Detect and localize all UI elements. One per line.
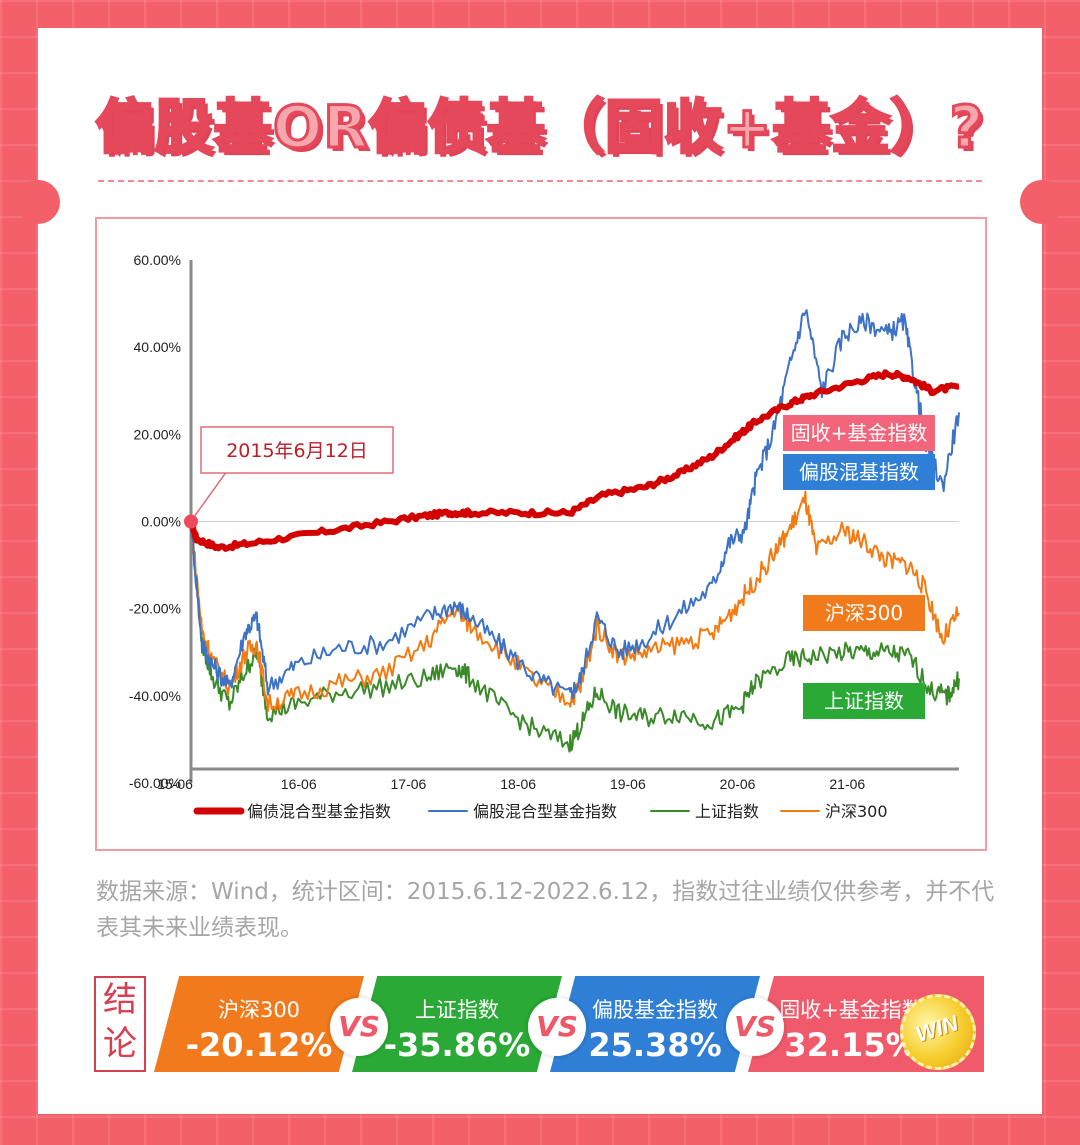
- y-tick-label: 40.00%: [134, 339, 181, 355]
- annotation-text: 2015年6月12日: [226, 440, 368, 462]
- result-name: 固收+基金指数: [779, 998, 923, 1022]
- vs-badge: VS: [528, 998, 586, 1056]
- series-label-box: [783, 454, 935, 490]
- series-label-box: [783, 415, 935, 451]
- result-value: 32.15%: [784, 1026, 918, 1064]
- source-note: 数据来源：Wind，统计区间：2015.6.12-2022.6.12，指数过往业…: [96, 879, 995, 941]
- y-tick-label: 0.00%: [141, 514, 181, 530]
- start-point-marker: [184, 514, 198, 529]
- result-name: 沪深300: [217, 998, 301, 1022]
- conclusion-bar: 结论 沪深300 -20.12% 上证指数 -35.86% 偏股基金指数 25.…: [94, 976, 986, 1080]
- series-label-text: 沪深300: [825, 601, 903, 625]
- result-value: 25.38%: [588, 1026, 722, 1064]
- annotation-pointer: [194, 470, 249, 516]
- card-notch-right: [1020, 180, 1064, 224]
- series-label-text: 固收+基金指数: [791, 421, 928, 445]
- y-tick-label: 60.00%: [134, 252, 181, 268]
- result-value: -20.12%: [185, 1026, 333, 1064]
- x-tick-label: 18-06: [500, 776, 536, 792]
- x-tick-label: 21-06: [829, 776, 865, 792]
- x-tick-label: 15-06: [157, 776, 193, 792]
- series-label-text: 偏股混基指数: [799, 460, 919, 484]
- x-tick-label: 17-06: [391, 776, 427, 792]
- series-label-text: 上证指数: [824, 689, 904, 713]
- annotation-box: [200, 426, 394, 474]
- line-chart: 60.00% 40.00% 20.00% 0.00% -20.00% -40.00% -60…: [129, 252, 960, 821]
- title-divider: [98, 180, 982, 182]
- page-title: 偏股基OR偏债基（固收+基金）?: [94, 92, 985, 163]
- card-notch-left: [16, 180, 60, 224]
- series-label-box: [803, 595, 925, 631]
- chart-frame: 60.00% 40.00% 20.00% 0.00% -20.00% -40.00% -60…: [95, 217, 987, 851]
- poster-card: 偏股基OR偏债基（固收+基金）? 60.00% 40.00% 20.00% 0.00%…: [16, 28, 1064, 1114]
- vs-badge: VS: [330, 998, 388, 1056]
- y-tick-label: 20.00%: [134, 426, 181, 442]
- x-tick-label: 20-06: [720, 776, 756, 792]
- x-tick-label: 19-06: [610, 776, 646, 792]
- result-hs300: 沪深300 -20.12%: [154, 976, 364, 1072]
- result-value: -35.86%: [383, 1026, 531, 1064]
- legend-label: 沪深300: [825, 802, 888, 821]
- conclusion-label: 结论: [94, 976, 146, 1072]
- series-label-box: [803, 683, 925, 719]
- legend-label: 偏债混合型基金指数: [247, 802, 391, 821]
- series-line: [188, 369, 960, 552]
- y-tick-label: -60.00%: [129, 775, 181, 791]
- legend-label: 上证指数: [695, 802, 759, 821]
- result-name: 上证指数: [415, 998, 499, 1022]
- legend-label: 偏股混合型基金指数: [473, 802, 617, 821]
- vs-badge: VS: [726, 998, 784, 1056]
- series-line: [190, 309, 960, 700]
- y-tick-label: -40.00%: [129, 688, 181, 704]
- result-name: 偏股基金指数: [592, 998, 718, 1022]
- x-tick-label: 16-06: [281, 776, 317, 792]
- y-tick-label: -20.00%: [129, 601, 181, 617]
